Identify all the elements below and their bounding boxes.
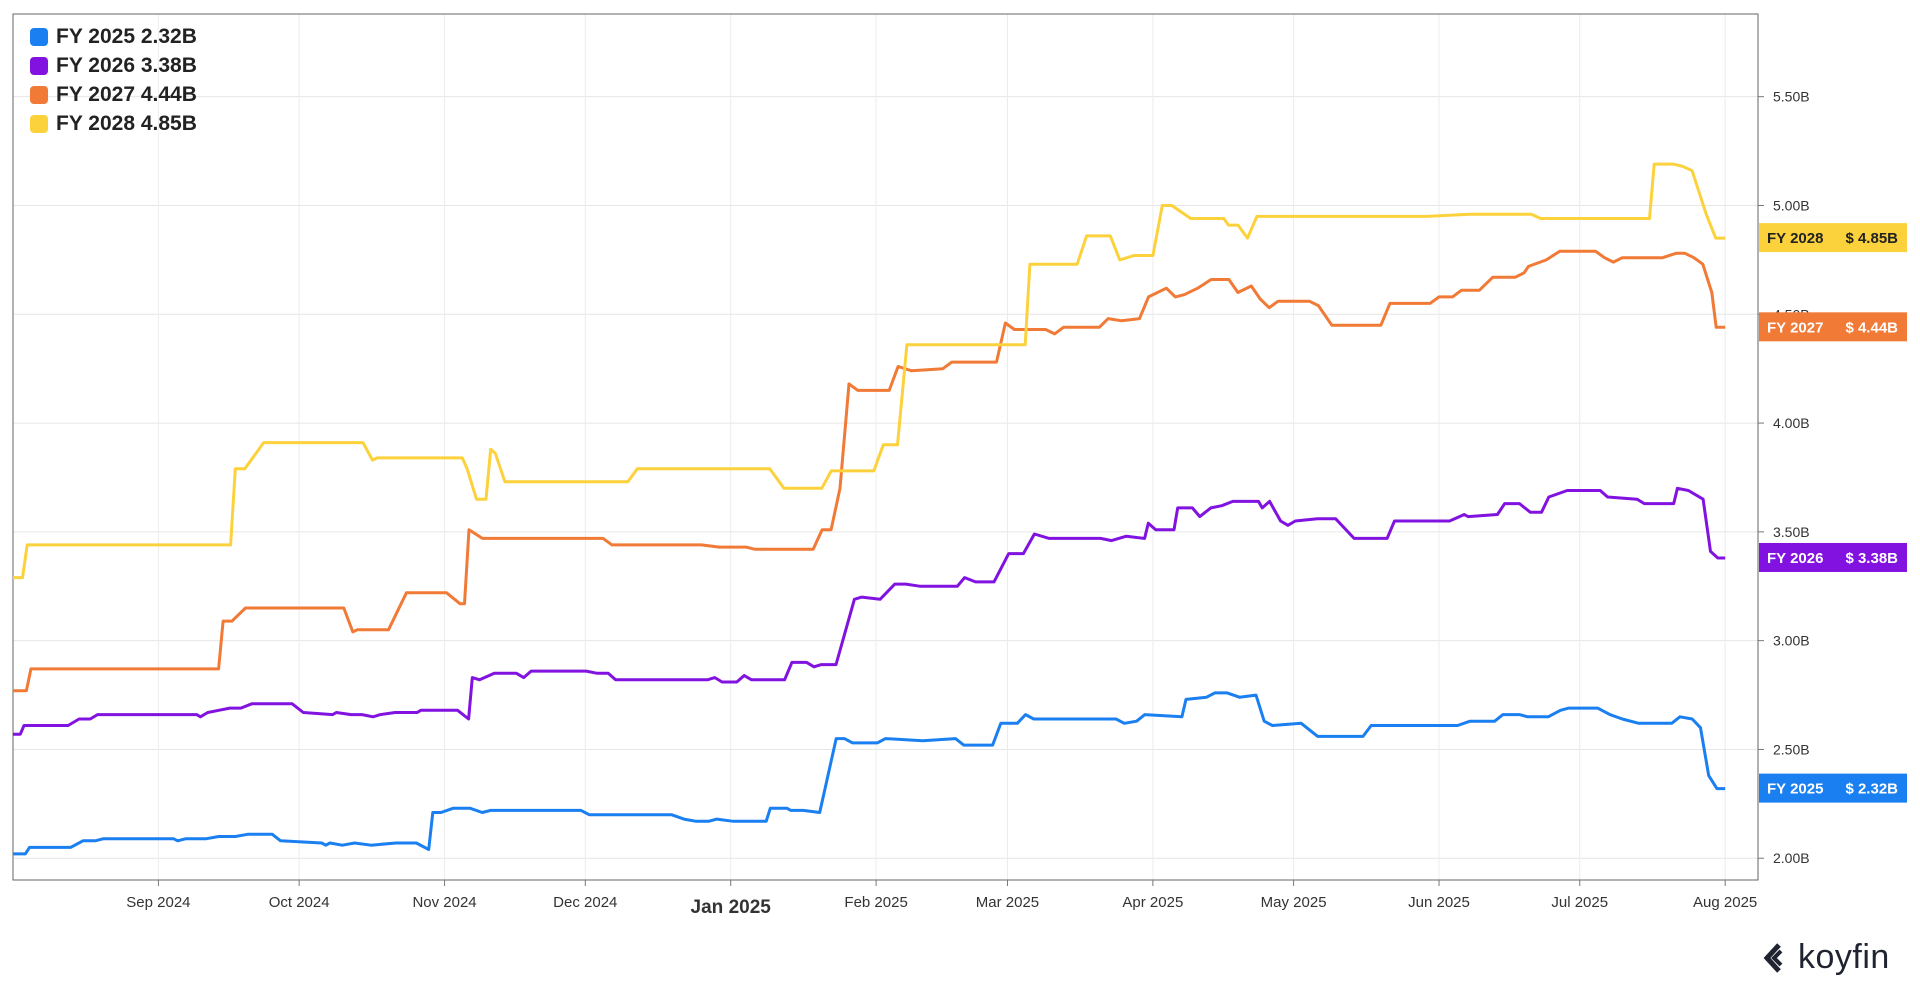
- tag-background: [1759, 542, 1907, 572]
- x-tick-label: Oct 2024: [269, 894, 330, 911]
- series-line-fy2025: [13, 691, 1726, 856]
- legend-item-fy2026[interactable]: FY 2026 3.38B: [30, 51, 197, 80]
- chart-legend: FY 2025 2.32B FY 2026 3.38B FY 2027 4.44…: [30, 22, 197, 138]
- y-tick-label: 5.50B: [1773, 89, 1810, 105]
- legend-item-fy2025[interactable]: FY 2025 2.32B: [30, 22, 197, 51]
- tag-series-name: FY 2028: [1767, 230, 1823, 247]
- series-lines: [13, 162, 1726, 856]
- x-tick-label: Apr 2025: [1122, 894, 1183, 911]
- x-tick-label: Sep 2024: [126, 894, 190, 911]
- y-tick-label: 2.50B: [1773, 741, 1810, 757]
- legend-label-fy2027: FY 2027 4.44B: [56, 82, 197, 106]
- tag-background: [1759, 773, 1907, 803]
- y-tick-label: 3.50B: [1773, 524, 1810, 540]
- tag-series-name: FY 2027: [1767, 319, 1823, 336]
- x-tick-label: Jun 2025: [1408, 894, 1470, 911]
- legend-swatch-fy2025: [30, 27, 48, 46]
- x-axis-labels: Sep 2024 Oct 2024 Nov 2024 Dec 2024 Jan 2025…: [126, 880, 1757, 918]
- x-tick-label: Dec 2024: [553, 894, 617, 911]
- legend-item-fy2027[interactable]: FY 2027 4.44B: [30, 80, 197, 109]
- x-tick-label: Feb 2025: [844, 894, 907, 911]
- legend-swatch-fy2026: [30, 56, 48, 75]
- tag-value: $ 4.44B: [1845, 319, 1898, 336]
- legend-label-fy2025: FY 2025 2.32B: [56, 24, 197, 48]
- x-gridlines: [157, 14, 1726, 880]
- plot-frame: [12, 13, 1759, 881]
- last-value-tag-fy2025: FY 2025 $ 2.32B: [1759, 773, 1907, 803]
- tag-series-name: FY 2025: [1767, 781, 1823, 798]
- tag-value: $ 2.32B: [1845, 781, 1898, 798]
- legend-swatch-fy2028: [30, 114, 48, 133]
- x-tick-label: May 2025: [1261, 894, 1327, 911]
- series-line-fy2027: [13, 249, 1726, 693]
- tag-background: [1759, 223, 1907, 253]
- last-value-tags: FY 2025 $ 2.32B FY 2026 $ 3.38B FY 2027 $ 4.4…: [1759, 223, 1907, 803]
- koyfin-logo: koyfin: [1762, 938, 1890, 977]
- koyfin-mark-icon: [1763, 942, 1783, 973]
- tag-series-name: FY 2026: [1767, 550, 1823, 567]
- x-tick-label: Aug 2025: [1693, 894, 1757, 911]
- y-tick-label: 5.00B: [1773, 197, 1810, 213]
- legend-label-fy2026: FY 2026 3.38B: [56, 53, 197, 77]
- legend-label-fy2028: FY 2028 4.85B: [56, 111, 197, 135]
- legend-swatch-fy2027: [30, 85, 48, 104]
- tag-value: $ 3.38B: [1845, 550, 1898, 567]
- y-tick-label: 4.00B: [1773, 415, 1810, 431]
- legend-item-fy2028[interactable]: FY 2028 4.85B: [30, 109, 197, 138]
- x-tick-label: Jul 2025: [1551, 894, 1608, 911]
- last-value-tag-fy2028: FY 2028 $ 4.85B: [1759, 223, 1907, 253]
- series-line-fy2026: [13, 486, 1726, 736]
- koyfin-wordmark: koyfin: [1798, 938, 1890, 976]
- y-tick-label: 3.00B: [1773, 633, 1810, 649]
- x-tick-label: Nov 2024: [412, 894, 476, 911]
- last-value-tag-fy2026: FY 2026 $ 3.38B: [1759, 542, 1907, 572]
- series-line-fy2028: [13, 162, 1726, 580]
- y-tick-label: 2.00B: [1773, 850, 1810, 866]
- x-tick-label: Jan 2025: [691, 897, 772, 918]
- tag-value: $ 4.85B: [1845, 230, 1898, 247]
- last-value-tag-fy2027: FY 2027 $ 4.44B: [1759, 312, 1907, 342]
- x-tick-label: Mar 2025: [976, 894, 1039, 911]
- y-gridlines: [13, 96, 1758, 859]
- tag-background: [1759, 312, 1907, 342]
